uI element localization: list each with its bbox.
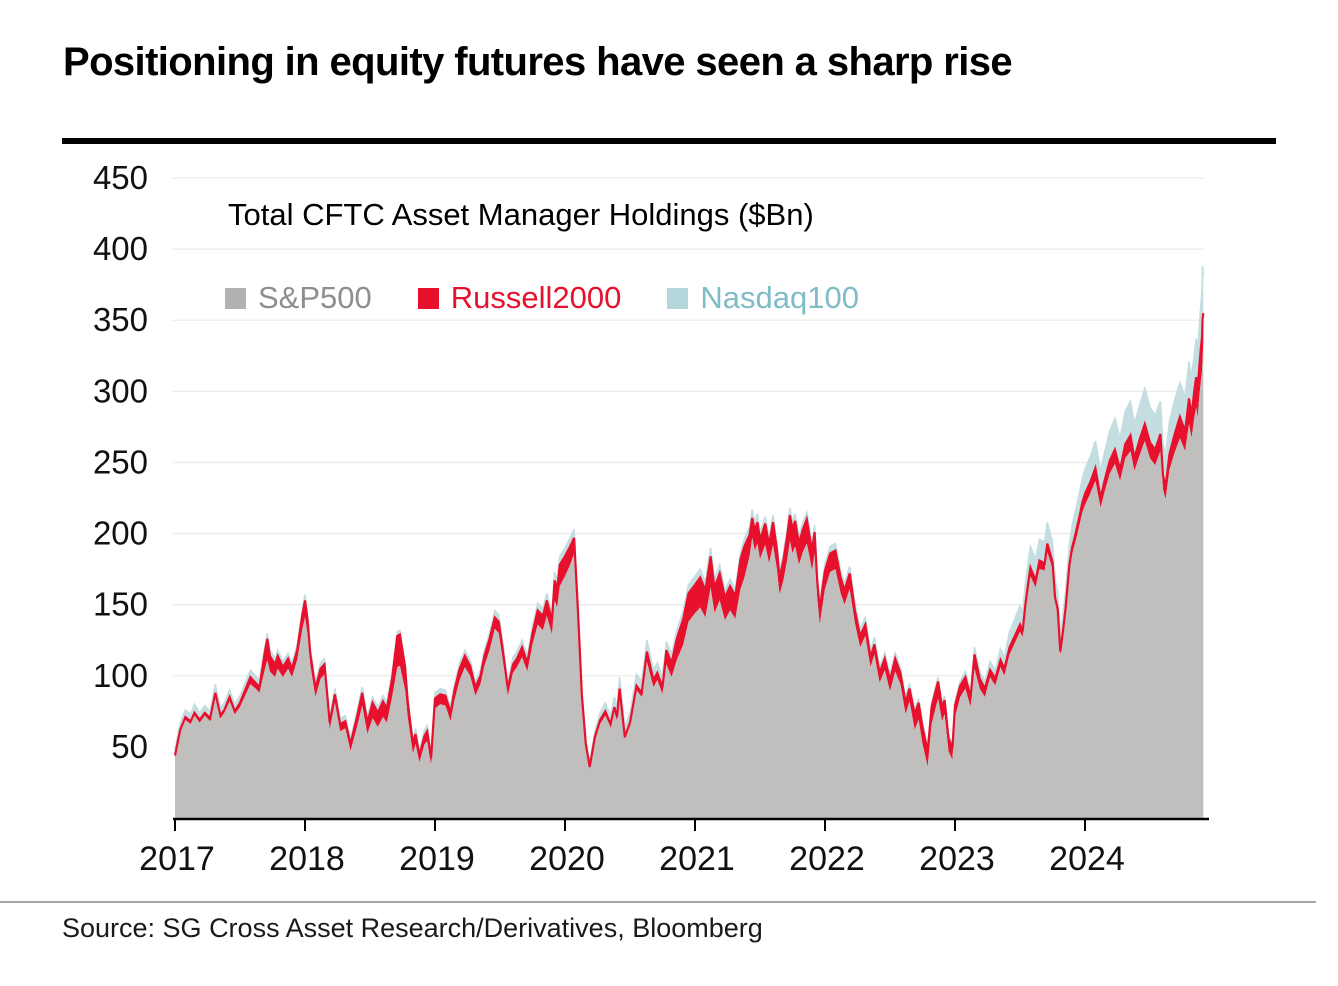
x-tick-label: 2021 xyxy=(659,840,735,878)
x-tick-label: 2018 xyxy=(269,840,345,878)
legend-label-sp500: S&P500 xyxy=(258,280,372,315)
legend-label-nasdaq100: Nasdaq100 xyxy=(700,280,859,315)
y-axis-labels: 50 100 150 200 250 300 350 400 450 xyxy=(93,159,148,765)
source-divider-rule xyxy=(0,901,1316,903)
y-tick-label: 450 xyxy=(93,159,148,196)
russell2000-swatch-icon xyxy=(417,287,439,309)
legend-label-russell2000: Russell2000 xyxy=(450,280,622,315)
x-tick-label: 2017 xyxy=(139,840,215,878)
page-title: Positioning in equity futures have seen … xyxy=(63,40,1013,84)
russell2000-top-line xyxy=(173,312,1205,767)
x-tick-label: 2022 xyxy=(789,840,865,878)
x-axis-ticks xyxy=(174,820,1086,831)
x-tick-label: 2024 xyxy=(1049,840,1125,878)
x-tick-label: 2019 xyxy=(399,840,475,878)
x-tick-label: 2023 xyxy=(919,840,995,878)
y-tick-label: 50 xyxy=(111,728,148,765)
y-tick-label: 300 xyxy=(93,372,148,409)
area-sp500 xyxy=(175,343,1204,818)
y-tick-label: 200 xyxy=(93,515,148,552)
source-attribution: Source: SG Cross Asset Research/Derivati… xyxy=(62,913,763,943)
sp500-swatch-icon xyxy=(225,287,246,309)
y-tick-label: 150 xyxy=(93,586,148,623)
legend-item-sp500: S&P500 xyxy=(225,280,418,316)
y-tick-label: 350 xyxy=(93,301,148,338)
y-tick-label: 400 xyxy=(93,230,148,267)
y-tick-label: 100 xyxy=(93,657,148,694)
legend-item-nasdaq100: Nasdaq100 xyxy=(667,280,859,316)
chart-legend: S&P500 Russell2000 Nasdaq100 xyxy=(225,280,859,316)
y-tick-label: 250 xyxy=(93,443,148,480)
x-tick-label: 2020 xyxy=(529,840,605,878)
chart-title: Total CFTC Asset Manager Holdings ($Bn) xyxy=(228,197,814,232)
x-axis-labels: 2017 2018 2019 2020 2021 2022 2023 2024 xyxy=(139,840,1125,878)
legend-item-russell2000: Russell2000 xyxy=(417,280,668,316)
title-divider-rule xyxy=(62,138,1276,144)
nasdaq100-swatch-icon xyxy=(667,287,689,309)
